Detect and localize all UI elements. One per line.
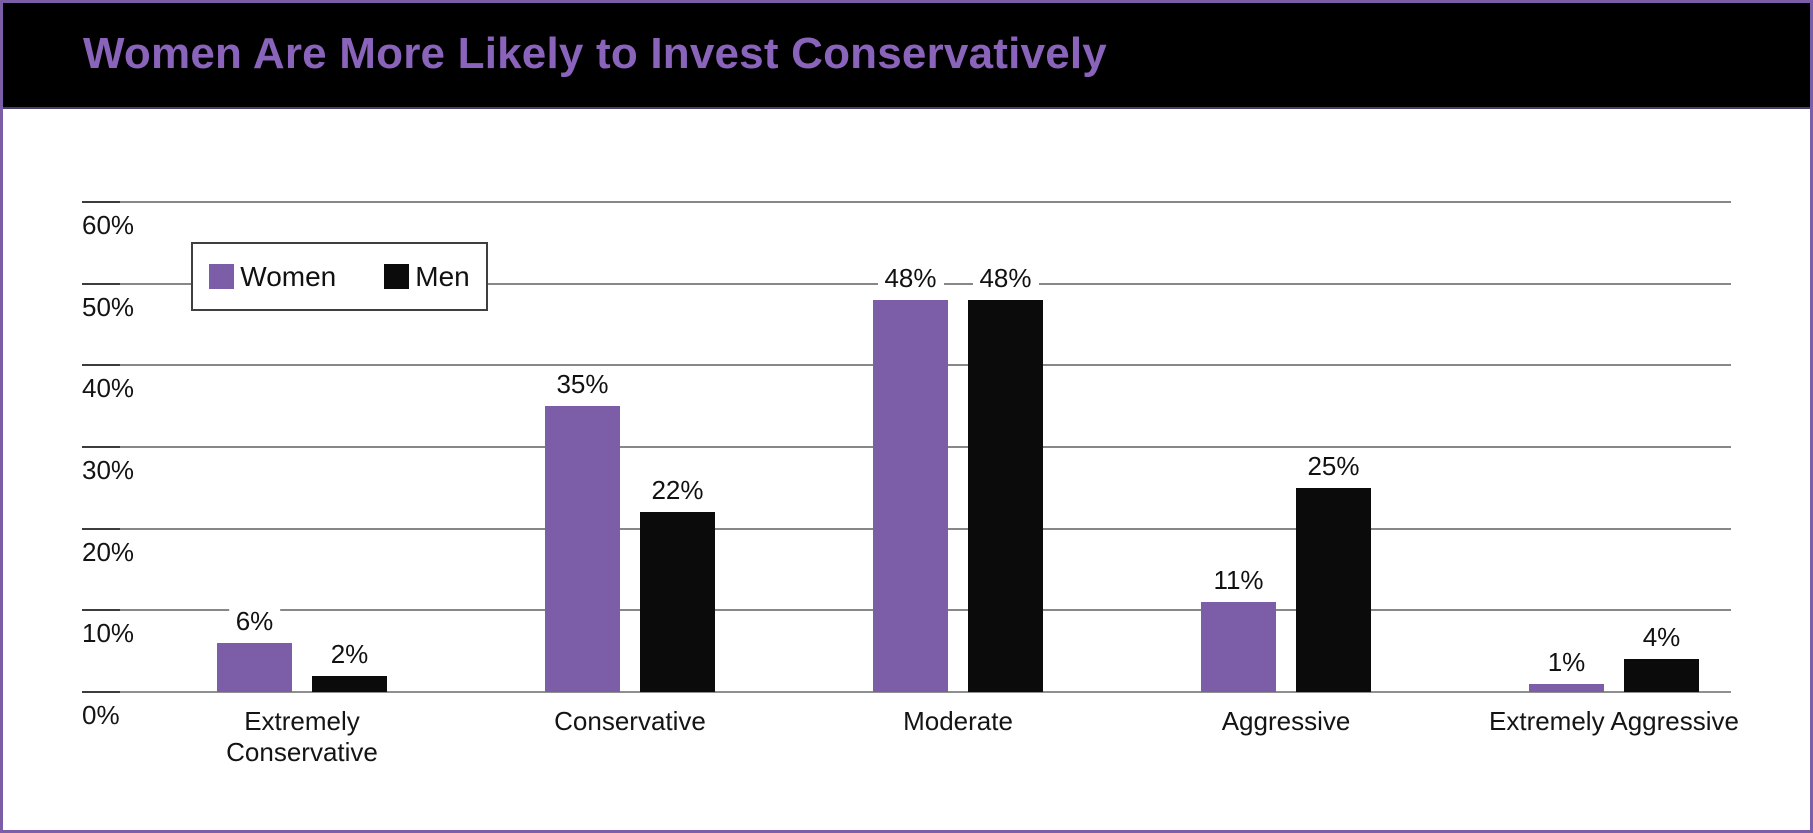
axis-tick-10	[82, 609, 120, 611]
y-tick-label-20: 20%	[82, 537, 135, 567]
gridline-0	[82, 691, 1731, 693]
y-tick-label-40: 40%	[82, 373, 135, 403]
value-label-men-moderate: 48%	[972, 263, 1039, 293]
bar-men-aggressive	[1296, 488, 1371, 692]
value-label-women-aggressive: 11%	[1206, 565, 1271, 595]
bar-women-conservative	[545, 406, 620, 692]
x-category-label-aggressive: Aggressive	[1221, 706, 1351, 736]
gridline-60	[82, 201, 1731, 203]
legend-swatch-men-icon	[384, 264, 410, 289]
bar-women-extremely-conservative	[217, 643, 292, 692]
value-label-women-extremely-conservative: 6%	[228, 606, 281, 636]
legend-item-women: Women	[209, 261, 336, 293]
y-tick-label-60: 60%	[82, 210, 135, 240]
axis-tick-60	[82, 201, 120, 203]
bar-men-extremely-conservative	[312, 676, 387, 692]
page-title: Women Are More Likely to Invest Conserva…	[83, 28, 1107, 78]
legend-item-men: Men	[384, 260, 470, 293]
axis-tick-30	[82, 446, 120, 448]
value-label-men-conservative: 22%	[644, 475, 711, 505]
value-label-women-extremely-aggressive: 1%	[1540, 647, 1593, 677]
value-label-men-aggressive: 25%	[1300, 451, 1367, 481]
y-tick-label-10: 10%	[82, 618, 135, 648]
bar-men-conservative	[640, 512, 715, 692]
y-tick-label-50: 50%	[82, 292, 135, 322]
axis-tick-20	[82, 528, 120, 530]
value-label-women-moderate: 48%	[877, 263, 944, 293]
value-label-women-conservative: 35%	[549, 369, 616, 399]
legend-swatch-women-icon	[209, 264, 235, 289]
bar-men-moderate	[968, 300, 1043, 692]
bar-women-aggressive	[1201, 602, 1276, 692]
axis-tick-40	[82, 364, 120, 366]
value-label-men-extremely-aggressive: 4%	[1635, 622, 1688, 652]
x-category-label-conservative: Conservative	[554, 706, 706, 736]
legend: Women Men	[191, 242, 488, 311]
x-category-label-moderate: Moderate	[903, 706, 1013, 736]
y-tick-label-30: 30%	[82, 455, 135, 485]
value-label-men-extremely-conservative: 2%	[323, 639, 376, 669]
x-category-label-extremely-conservative: Extremely Conservative	[226, 706, 378, 767]
x-category-label-extremely-aggressive: Extremely Aggressive	[1489, 706, 1739, 736]
axis-tick-0	[82, 691, 120, 693]
y-tick-label-0: 0%	[82, 700, 120, 730]
legend-label-men: Men	[415, 260, 470, 292]
axis-tick-50	[82, 283, 120, 285]
bar-men-extremely-aggressive	[1624, 659, 1699, 692]
legend-label-women: Women	[240, 260, 337, 292]
bar-women-extremely-aggressive	[1529, 684, 1604, 692]
bar-women-moderate	[873, 300, 948, 692]
chart-header: Women Are More Likely to Invest Conserva…	[0, 0, 1813, 109]
